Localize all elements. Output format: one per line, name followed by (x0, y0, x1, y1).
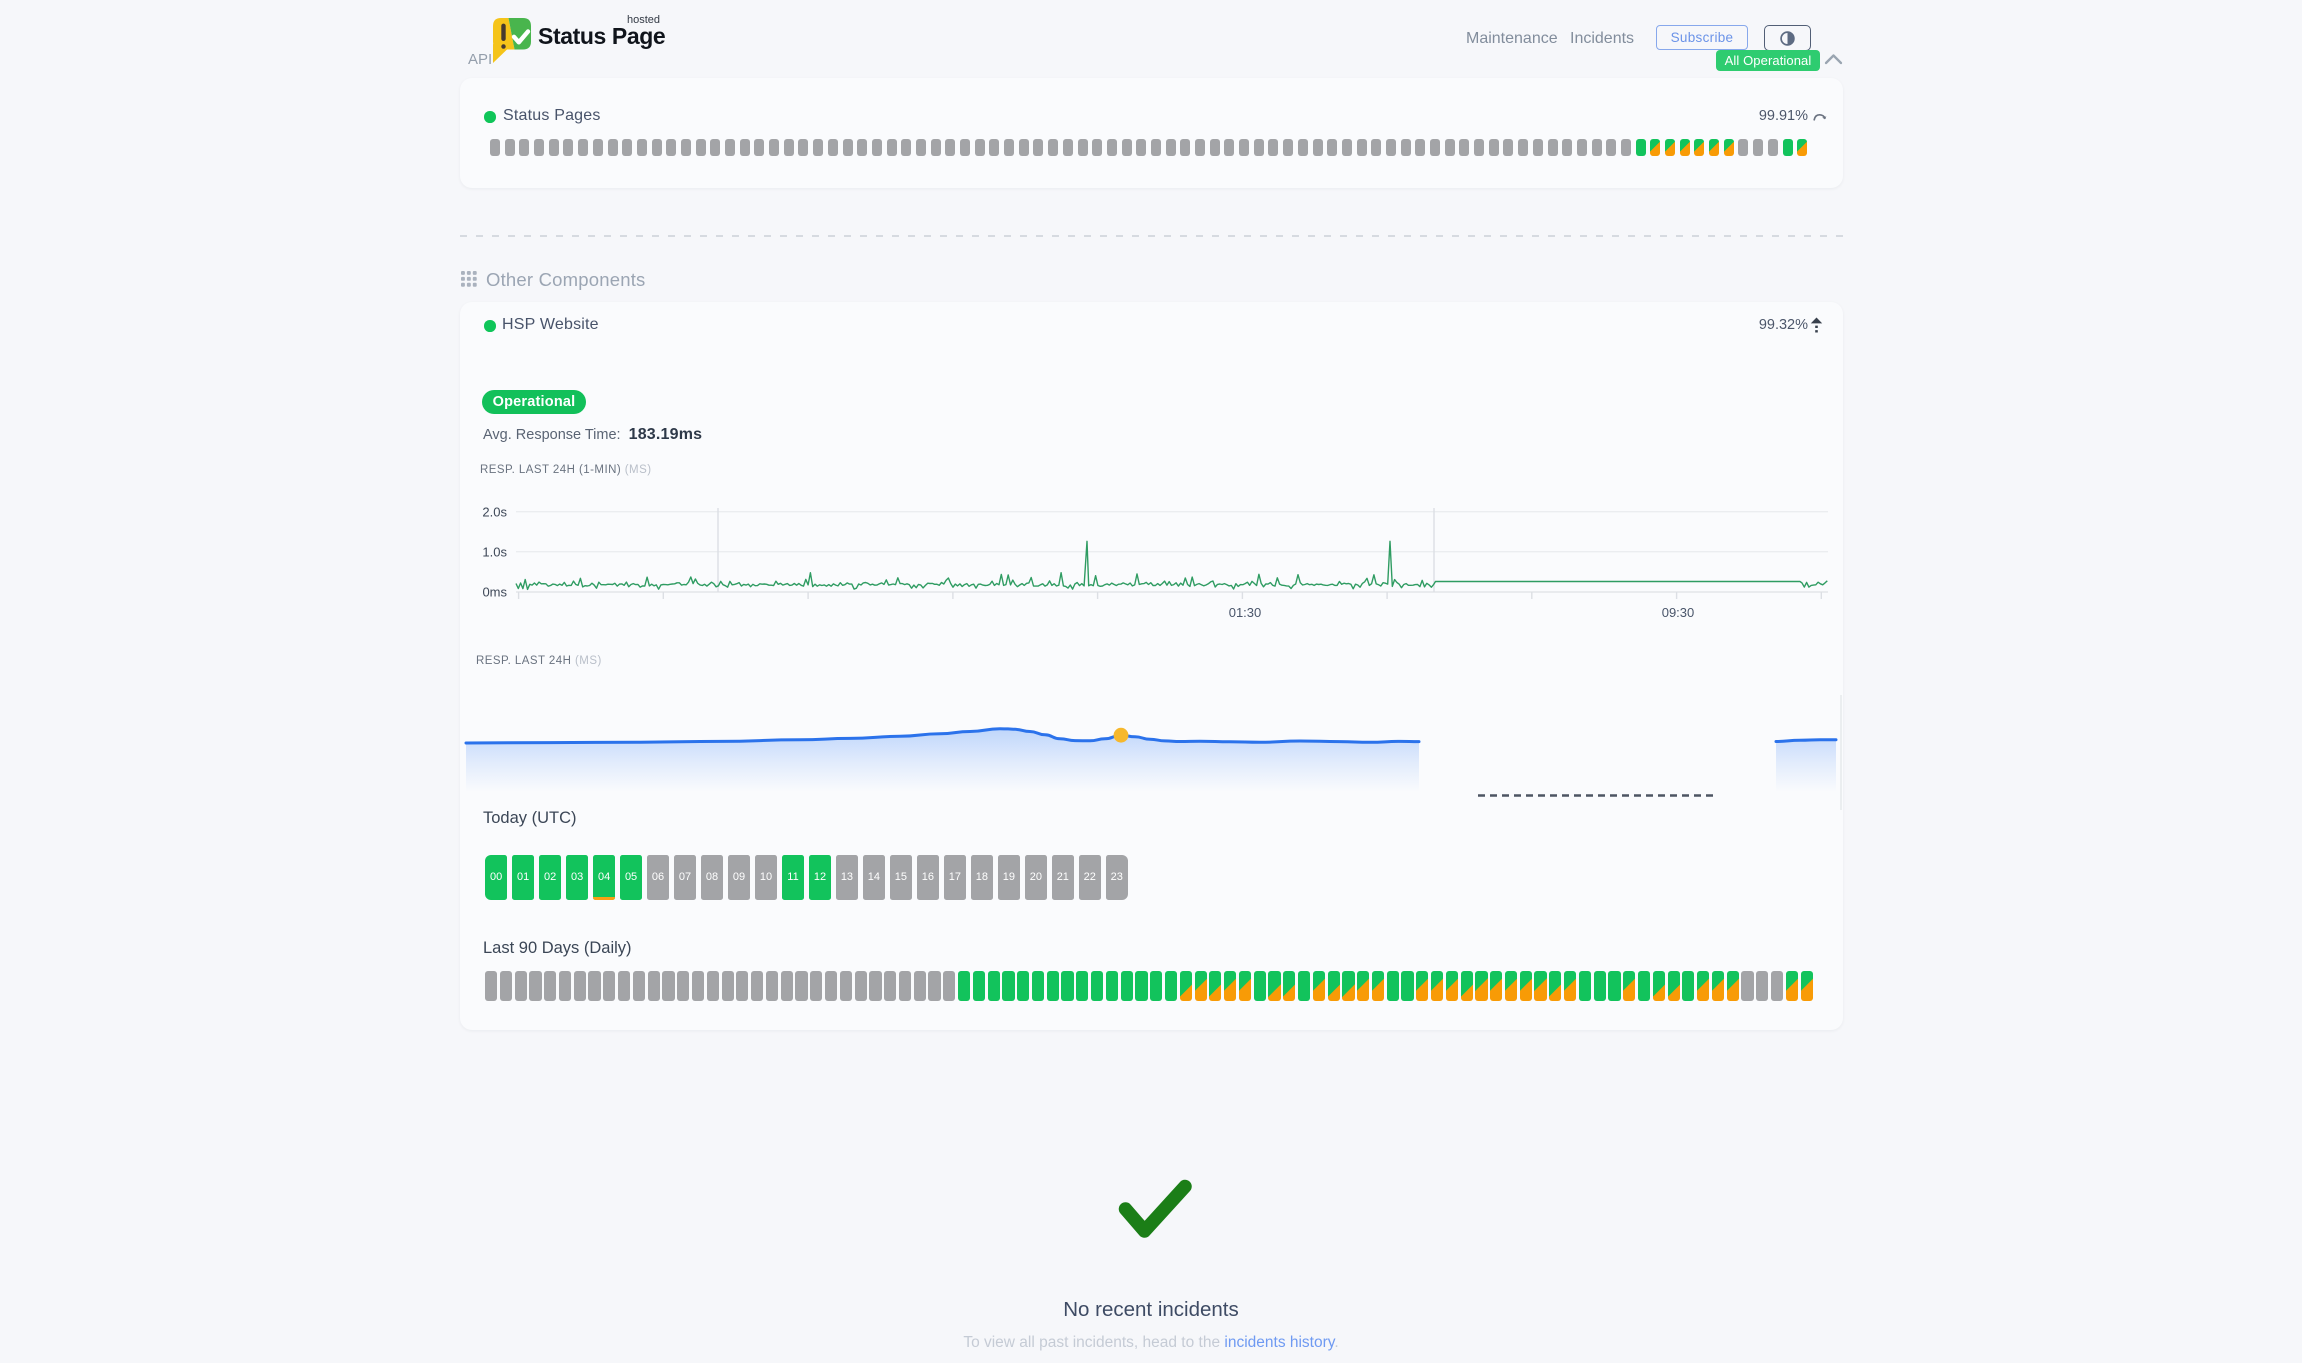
svg-text:0ms: 0ms (482, 585, 507, 600)
svg-text:09:30: 09:30 (1662, 605, 1695, 620)
svg-text:01:30: 01:30 (1229, 605, 1262, 620)
svg-text:2.0s: 2.0s (482, 505, 507, 520)
svg-text:1.0s: 1.0s (482, 545, 507, 560)
